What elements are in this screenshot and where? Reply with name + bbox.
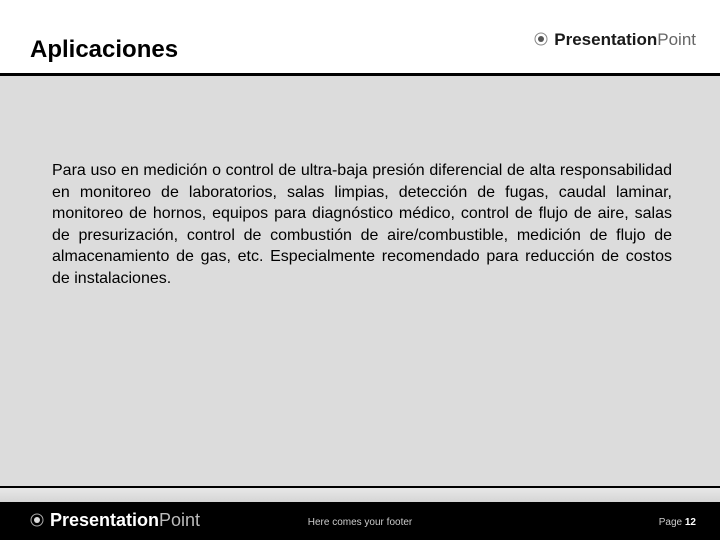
logo-top-bold: Presentation — [554, 30, 657, 49]
page-number: Page 12 — [659, 517, 696, 528]
logo-top-light: Point — [657, 30, 696, 49]
header-bar: Aplicaciones PresentationPoint — [0, 0, 720, 76]
page-number-value: 12 — [685, 517, 696, 528]
logo-bullet-icon — [534, 31, 548, 51]
footer-center-text: Here comes your footer — [0, 517, 720, 528]
body-paragraph: Para uso en medición o control de ultra-… — [52, 160, 672, 290]
footer-bar: PresentationPoint Here comes your footer… — [0, 486, 720, 540]
logo-top: PresentationPoint — [534, 30, 696, 51]
slide: Aplicaciones PresentationPoint Para uso … — [0, 0, 720, 540]
page-label: Page — [659, 517, 685, 528]
slide-title: Aplicaciones — [30, 36, 178, 64]
